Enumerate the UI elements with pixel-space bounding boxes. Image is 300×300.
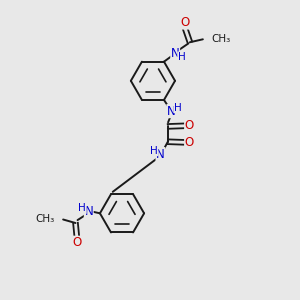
Text: H: H (174, 103, 182, 112)
Text: O: O (185, 119, 194, 132)
Text: O: O (185, 136, 194, 149)
Text: N: N (84, 205, 93, 218)
Text: H: H (178, 52, 185, 62)
Text: O: O (72, 236, 82, 249)
Text: CH₃: CH₃ (212, 34, 231, 44)
Text: H: H (78, 203, 86, 213)
Text: O: O (180, 16, 189, 29)
Text: H: H (150, 146, 158, 156)
Text: N: N (156, 148, 165, 160)
Text: N: N (171, 47, 179, 60)
Text: N: N (167, 105, 176, 118)
Text: CH₃: CH₃ (36, 214, 55, 224)
